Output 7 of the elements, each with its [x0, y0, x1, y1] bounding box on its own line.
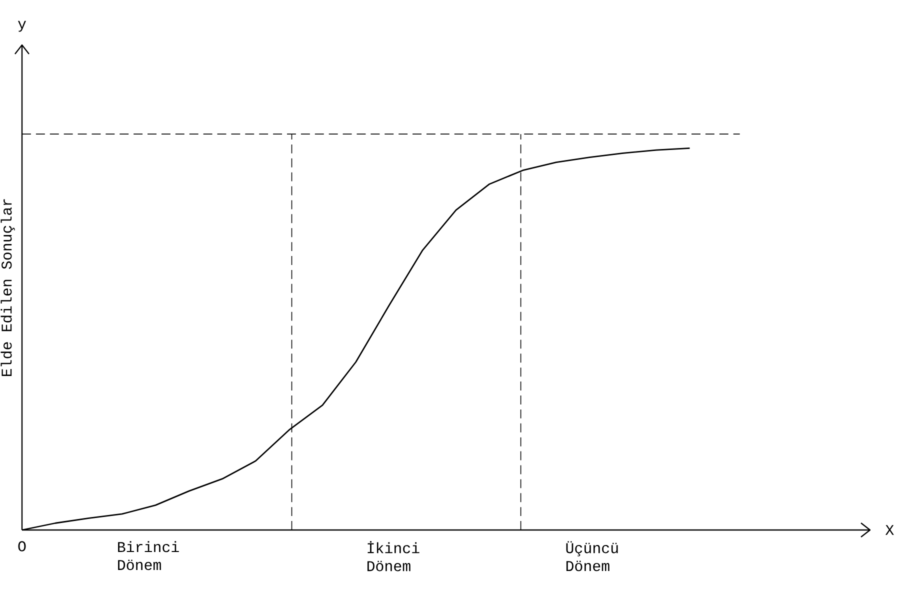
y-axis-title: Elde Edilen Sonuçlar — [0, 199, 15, 376]
text: X — [885, 525, 894, 535]
text: Birinci Dönem — [118, 541, 179, 570]
text: Üçüncü Dönem — [566, 541, 618, 572]
text: O — [18, 541, 26, 552]
text: İkinci Dönem — [367, 541, 420, 572]
text: y — [18, 20, 26, 32]
